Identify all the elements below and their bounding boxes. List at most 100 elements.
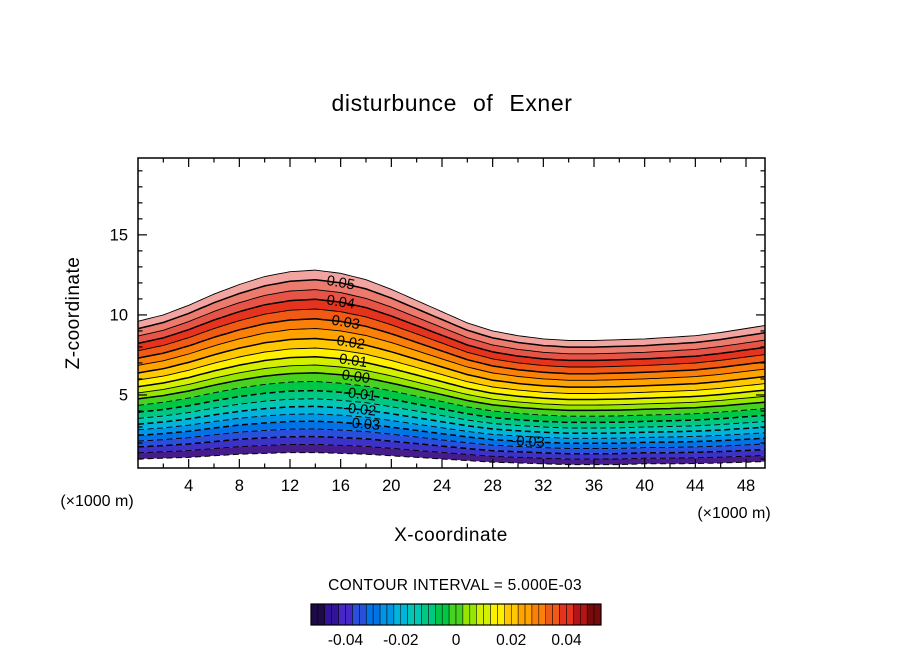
contour-band: [138, 444, 765, 465]
colorbar-cell: [497, 603, 505, 626]
contour-line: [137, 279, 766, 348]
colorbar-cell: [359, 603, 367, 626]
z-tick-label: 15: [110, 226, 128, 244]
figure-title: disturbunce of Exner: [332, 90, 573, 116]
x-tick-label: 36: [585, 477, 603, 495]
colorbar: -0.04 -0.02 0 0.02 0.04: [310, 603, 602, 649]
contour-line: [137, 269, 766, 341]
colorbar-tick-label: 0.02: [496, 632, 526, 649]
contour-label: 0.02: [336, 333, 366, 353]
colorbar-cell: [379, 603, 388, 626]
z-axis-unit-label: (×1000 m): [60, 493, 133, 510]
contour-label: -0.02: [342, 400, 377, 419]
colorbar-cell: [441, 603, 450, 626]
colorbar-tick-label: 0.04: [551, 632, 582, 649]
colorbar-cell: [414, 603, 422, 626]
contour-band: [138, 398, 765, 434]
contour-line: [137, 318, 766, 375]
colorbar-cell: [393, 603, 402, 626]
contour-line: [137, 308, 766, 368]
contour-band: [138, 436, 765, 460]
contour-band: [138, 338, 765, 394]
x-tick-label: 24: [433, 477, 451, 495]
contour-line: [137, 328, 766, 381]
colorbar-cell: [504, 603, 512, 626]
contour-band: [138, 381, 765, 423]
contour-label: 0.05: [325, 273, 356, 294]
contour-line: [137, 372, 766, 412]
colorbar-cell: [538, 603, 547, 626]
contour-band: [138, 309, 765, 374]
contour-band: [138, 289, 765, 361]
colorbar-cell: [573, 603, 581, 626]
colorbar-cell: [324, 603, 332, 626]
contour-line: [137, 364, 766, 406]
contour-band: [138, 365, 765, 411]
colorbar-cell: [310, 603, 319, 626]
contour-line: [137, 413, 766, 439]
x-tick-label: 44: [686, 477, 704, 495]
colorbar-cell: [338, 603, 346, 626]
contour-line: [137, 380, 766, 417]
contour-label: 0.00: [341, 367, 371, 387]
x-tick-label: 16: [332, 477, 350, 495]
plot-frame: [137, 157, 766, 469]
colorbar-cell: [462, 603, 471, 626]
contour-band: [138, 299, 765, 367]
z-tick-label: 10: [110, 306, 128, 324]
contour-label: -0.03: [511, 433, 545, 451]
contour-label: 0.04: [325, 292, 355, 312]
colorbar-cell: [407, 603, 415, 626]
colorbar-cell: [428, 603, 436, 626]
contour-band: [138, 356, 765, 406]
x-axis-title: X-coordinate: [394, 525, 508, 546]
contour-band: [138, 406, 765, 439]
colorbar-cell: [345, 603, 353, 626]
x-tick-label: 20: [382, 477, 400, 495]
colorbar-cell: [517, 603, 526, 626]
contour-label: 0.03: [330, 313, 360, 333]
contour-line: [137, 298, 766, 362]
colorbar-cell: [483, 603, 491, 626]
colorbar-cell: [372, 603, 381, 626]
contour-band: [138, 270, 765, 348]
colorbar-cell: [455, 603, 464, 626]
colorbar-cell: [476, 603, 484, 626]
colorbar-cell: [386, 603, 395, 626]
colorbar-frame: [310, 603, 602, 626]
colorbar-cell: [317, 603, 326, 626]
x-axis-unit-label: (×1000 m): [697, 505, 770, 522]
colorbar-cell: [365, 603, 374, 626]
contour-line: [137, 405, 766, 434]
contour-band: [138, 421, 765, 449]
contour-line: [137, 398, 766, 429]
contour-line: [137, 289, 766, 355]
x-tick-label: 28: [484, 477, 502, 495]
contour-band: [138, 390, 765, 428]
contour-line: [137, 435, 766, 455]
colorbar-cell: [331, 603, 339, 626]
colorbar-tick-label: -0.04: [328, 632, 364, 649]
contour-line: [137, 428, 766, 449]
colorbar-cell: [531, 603, 540, 626]
colorbar-cell: [421, 603, 429, 626]
colorbar-tick-label: -0.02: [383, 632, 418, 649]
contour-line: [137, 452, 766, 466]
x-tick-label: 4: [184, 477, 193, 495]
z-tick-label: 5: [119, 387, 128, 405]
colorbar-cell: [510, 603, 519, 626]
colorbar-cell: [593, 603, 602, 626]
colorbar-cell: [524, 603, 533, 626]
x-tick-label: 12: [281, 477, 299, 495]
colorbar-cell: [545, 603, 553, 626]
contour-label: -0.03: [346, 415, 380, 434]
contour-line: [137, 443, 766, 460]
x-tick-label: 48: [737, 477, 755, 495]
colorbar-tick-label: 0: [452, 632, 461, 649]
contour-line: [137, 420, 766, 445]
colorbar-cell: [448, 603, 457, 626]
colorbar-cell: [352, 603, 360, 626]
x-tick-label: 40: [636, 477, 654, 495]
